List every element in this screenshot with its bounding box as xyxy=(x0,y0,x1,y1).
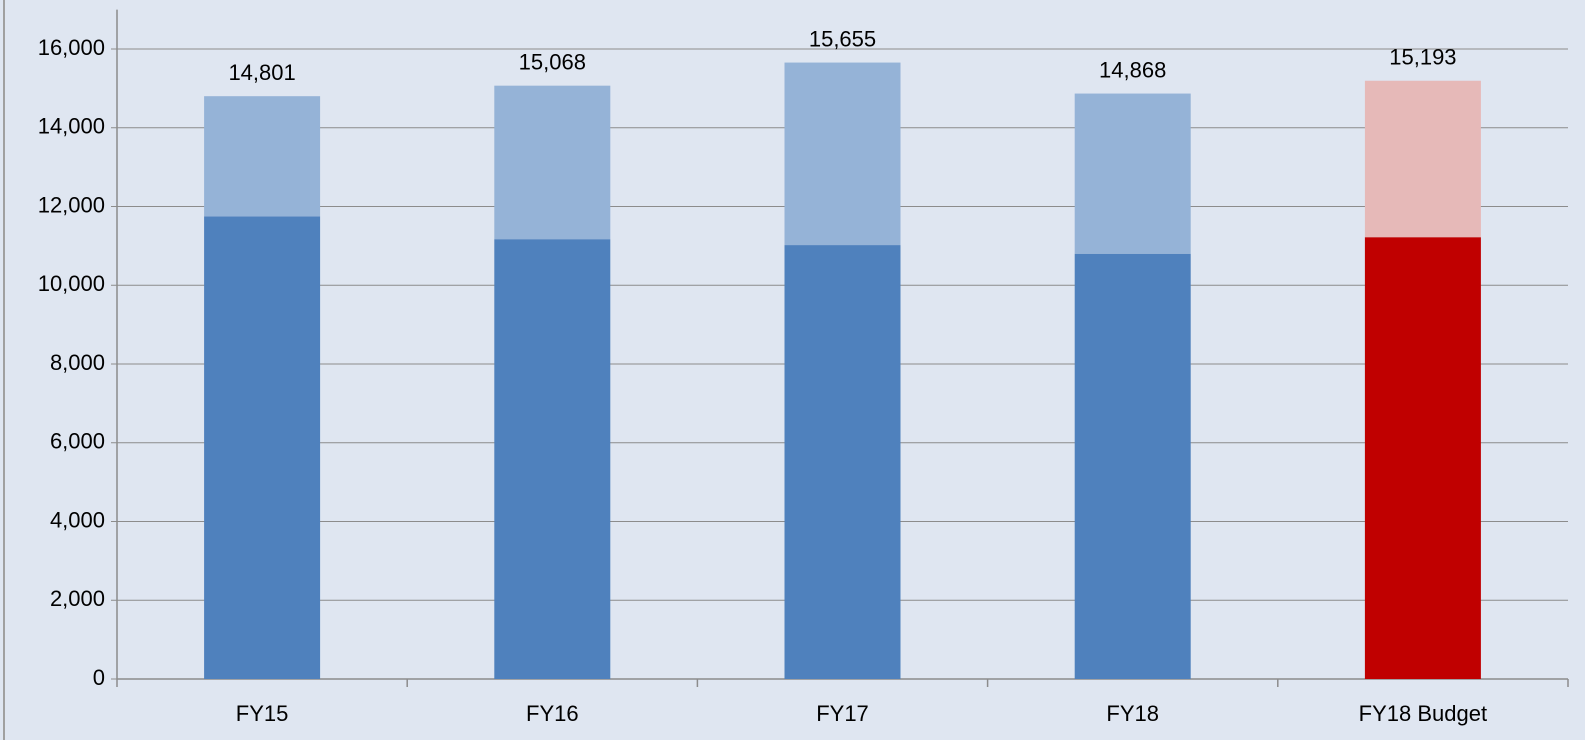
x-tick-label: FY18 xyxy=(1106,701,1159,726)
y-tick-label: 6,000 xyxy=(50,429,105,454)
y-tick-label: 16,000 xyxy=(38,35,105,60)
x-tick-label: FY18 Budget xyxy=(1359,701,1487,726)
x-tick-label: FY15 xyxy=(236,701,289,726)
y-tick-label: 4,000 xyxy=(50,507,105,532)
bar-segment xyxy=(494,85,611,240)
total-label: 14,868 xyxy=(1099,57,1166,82)
y-tick-label: 2,000 xyxy=(50,586,105,611)
x-tick-label: FY17 xyxy=(816,701,869,726)
bar-segment xyxy=(204,216,321,679)
bar-segment xyxy=(1074,93,1191,254)
y-tick-label: 14,000 xyxy=(38,114,105,139)
bar-segment xyxy=(1364,237,1481,680)
bar-segment xyxy=(1074,253,1191,679)
bar-segment xyxy=(784,62,901,246)
total-label: 15,655 xyxy=(809,26,876,51)
bar-segment xyxy=(1364,80,1481,238)
total-label: 15,068 xyxy=(519,49,586,74)
total-label: 15,193 xyxy=(1389,45,1456,70)
y-tick-label: 8,000 xyxy=(50,350,105,375)
bar-segment xyxy=(784,245,901,679)
y-tick-label: 0 xyxy=(93,665,105,690)
total-label: 14,801 xyxy=(228,60,295,85)
x-tick-label: FY16 xyxy=(526,701,579,726)
y-tick-label: 10,000 xyxy=(38,271,105,296)
y-tick-label: 12,000 xyxy=(38,192,105,217)
bar-segment xyxy=(204,96,321,217)
bar-segment xyxy=(494,239,611,679)
